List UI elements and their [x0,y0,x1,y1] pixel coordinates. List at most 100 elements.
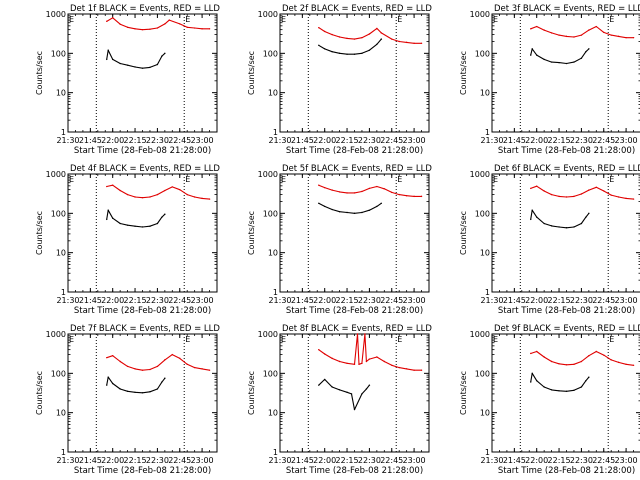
data-point-lld [573,36,575,38]
y-tick-label: 10 [480,249,490,258]
y-tick-label: 1000 [46,330,66,339]
chart-panel-4: Det 4f BLACK = Events, RED = LLD 21:30 21:… [35,164,220,316]
y-tick-label: 100 [263,369,278,378]
data-point-lld [603,31,605,34]
chart-title: Det 7f BLACK = Events, RED = LLD [70,324,220,334]
data-point-lld [405,368,408,370]
data-point-events [550,225,553,227]
data-point-lld [353,192,356,194]
data-point-events [156,63,159,66]
x-tick-label: 23:00 [615,136,638,145]
data-point-lld [558,195,560,198]
x-tick-label: 21:30 [56,136,79,145]
x-axis-label: Start Time (28-Feb-08 21:28:00) [498,146,635,156]
data-point-events [141,392,144,394]
series-line-events [106,376,166,394]
y-tick-label: 100 [475,369,490,378]
flag-label: E [609,175,614,184]
y-tick-label: 10 [268,89,278,98]
data-point-lld [588,29,590,31]
data-point-events [361,211,363,214]
data-point-events [331,208,333,211]
x-tick-label: 21:45 [291,456,314,465]
data-point-events [134,225,136,227]
x-tick-label: 21:45 [503,456,526,465]
data-point-lld [149,368,151,371]
data-point-events [580,386,583,388]
data-point-lld [318,26,320,29]
data-point-events [565,390,568,392]
data-point-events [119,222,121,225]
data-point-events [318,44,320,47]
data-point-lld [141,369,144,371]
y-axis-label: Counts/sec [459,371,468,415]
data-point-lld [565,35,568,38]
data-point-lld [106,356,108,359]
data-point-events [324,205,326,208]
x-tick-label: 21:30 [480,296,503,305]
data-point-lld [141,196,144,199]
data-point-lld [580,193,583,195]
y-tick-label: 10 [56,409,66,418]
data-point-events [112,382,114,385]
data-point-lld [364,333,366,335]
data-point-lld [603,354,605,356]
data-point-lld [208,369,211,371]
data-point-lld [171,353,173,356]
data-point-lld [610,34,612,36]
x-tick-label: 21:30 [56,456,79,465]
data-point-events [361,393,363,395]
data-point-lld [543,29,545,31]
x-tick-label: 21:30 [480,456,503,465]
flag-label: E [397,335,402,344]
y-tick-label: 100 [475,49,490,58]
data-point-lld [588,355,590,357]
x-tick-label: 22:00 [101,456,124,465]
x-tick-label: 21:45 [79,296,102,305]
data-point-events [353,212,356,215]
x-tick-label: 23:00 [615,456,638,465]
data-point-events [365,388,368,390]
data-point-events [156,388,159,390]
data-point-events [588,48,590,50]
data-point-lld [368,358,371,360]
data-point-lld [346,362,348,364]
x-tick-label: 22:30 [570,456,593,465]
y-tick-label: 1000 [470,10,490,19]
data-point-lld [119,189,121,192]
data-point-events [565,62,568,65]
data-point-lld [119,23,121,25]
y-tick-label: 10 [56,89,66,98]
data-point-events [134,66,136,68]
chart-title: Det 5f BLACK = Events, RED = LLD [282,164,432,174]
data-point-events [550,61,553,63]
y-tick-label: 1 [61,448,66,457]
x-tick-label: 22:15 [336,296,359,305]
flag-label: E [69,15,74,24]
data-point-events [565,227,568,229]
data-point-events [380,38,383,40]
data-point-lld [595,186,597,188]
x-tick-label: 21:30 [268,136,291,145]
y-tick-label: 1 [61,128,66,137]
data-point-lld [420,369,423,371]
data-point-lld [391,364,393,367]
x-tick-label: 21:45 [291,136,314,145]
data-point-lld [610,359,612,361]
data-point-events [126,390,129,392]
x-axis-label: Start Time (28-Feb-08 21:28:00) [286,146,423,156]
plot-frame [279,13,430,133]
data-point-events [318,202,320,204]
data-point-events [107,49,109,51]
data-point-events [585,216,587,218]
data-point-events [119,388,121,390]
x-tick-label: 23:00 [191,296,214,305]
data-point-lld [617,35,620,38]
data-point-events [141,226,144,228]
flag-label: E [185,175,190,184]
data-point-events [106,384,108,386]
data-point-events [531,372,533,375]
data-point-lld [119,360,121,363]
data-point-lld [413,369,415,371]
y-axis-label: Counts/sec [35,211,44,255]
